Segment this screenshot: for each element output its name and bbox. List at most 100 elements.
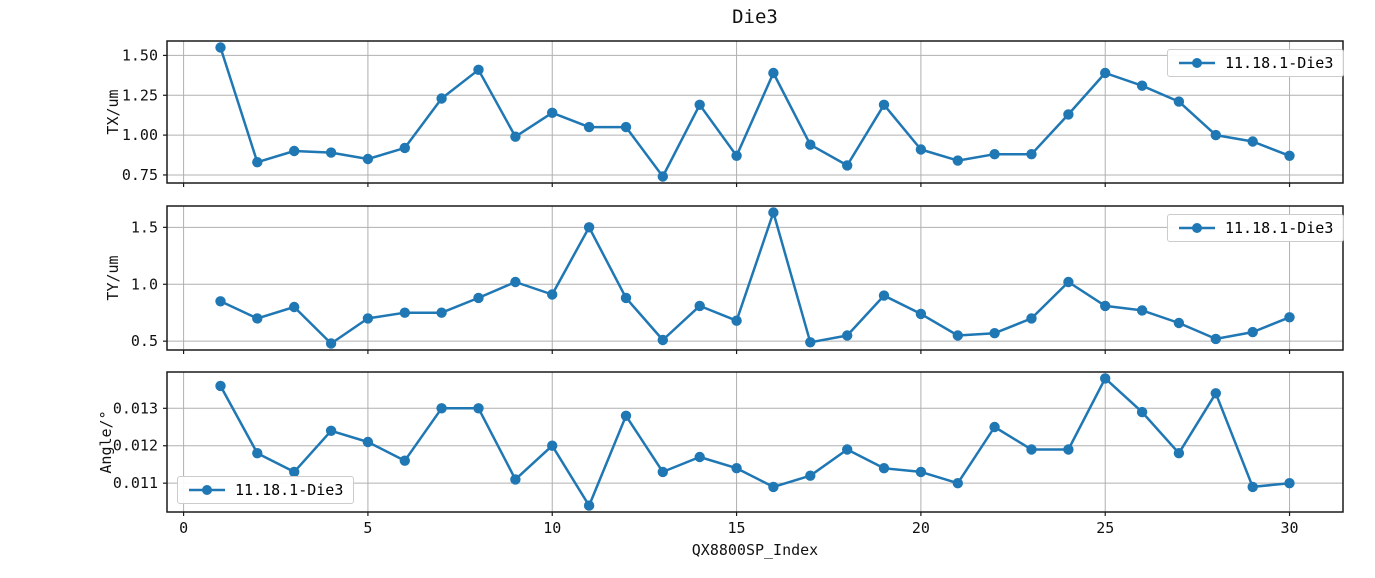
y-tick-label: 0.013	[113, 399, 158, 417]
legend-label: 11.18.1-Die3	[235, 481, 344, 499]
x-tick-label: 25	[1096, 519, 1114, 537]
data-point	[1100, 300, 1111, 312]
data-point	[510, 276, 521, 288]
data-point	[215, 296, 226, 307]
legend-line-marker-icon	[189, 485, 225, 495]
data-point	[805, 470, 816, 481]
legend-ty: 11.18.1-Die3	[1167, 214, 1345, 242]
data-point	[657, 466, 668, 478]
data-point	[215, 42, 226, 53]
data-point	[731, 315, 742, 326]
data-point	[436, 93, 447, 104]
y-tick-label: 0.011	[113, 474, 158, 492]
data-point	[547, 440, 558, 451]
data-point	[1247, 326, 1258, 338]
data-point	[510, 474, 521, 485]
data-point	[1284, 150, 1295, 161]
x-tick-label: 0	[179, 519, 188, 537]
data-point	[731, 150, 742, 161]
data-point	[620, 410, 632, 421]
data-point	[694, 99, 705, 111]
data-point	[583, 121, 595, 133]
data-point	[215, 380, 226, 392]
data-point	[1284, 478, 1295, 489]
data-point	[952, 478, 963, 489]
data-point	[1063, 276, 1074, 288]
data-point	[1247, 136, 1258, 147]
data-point	[325, 338, 337, 349]
x-tick-label: 10	[543, 519, 561, 537]
data-point	[252, 313, 263, 324]
data-line	[219, 211, 1290, 345]
axes-border	[166, 40, 1344, 184]
data-line	[219, 377, 1290, 507]
x-tick-label: 15	[728, 519, 746, 537]
data-point	[1026, 444, 1037, 455]
data-point	[1173, 317, 1185, 329]
data-point	[362, 313, 374, 324]
axes-border	[166, 371, 1344, 513]
y-tick-label: 0.012	[113, 437, 158, 455]
data-point	[1247, 481, 1258, 493]
subplot-ty: 0.5 1.0 1.5	[131, 205, 1344, 354]
data-point	[731, 463, 742, 474]
data-point	[989, 149, 1000, 160]
data-point	[1284, 312, 1295, 323]
data-point	[1210, 333, 1222, 345]
data-point	[547, 107, 558, 119]
legend-line-marker-icon	[1179, 58, 1215, 68]
data-point	[399, 307, 410, 318]
data-point	[436, 403, 447, 414]
y-tick-label: 1.50	[122, 46, 158, 64]
data-point	[510, 131, 521, 142]
x-axis-label: QX8800SP_Index	[691, 541, 819, 559]
data-point	[289, 145, 300, 157]
y-tick-label: 0.5	[131, 332, 158, 350]
legend-label: 11.18.1-Die3	[1225, 219, 1334, 237]
data-point	[1210, 388, 1222, 399]
data-point	[620, 292, 632, 304]
data-point	[1100, 373, 1111, 384]
data-point	[1063, 109, 1074, 120]
legend-angle: 11.18.1-Die3	[177, 476, 355, 504]
data-point	[1026, 149, 1037, 160]
y-axis-label-ty: TY/um	[104, 255, 122, 301]
data-point	[620, 121, 632, 133]
x-tick-label: 30	[1281, 519, 1299, 537]
data-point	[952, 330, 963, 341]
data-point	[915, 144, 927, 155]
data-point	[805, 139, 816, 150]
y-axis-label-angle: Angle/°	[97, 410, 115, 474]
data-point	[325, 425, 337, 436]
data-point	[805, 337, 816, 348]
data-point	[252, 157, 263, 168]
data-point	[473, 292, 484, 304]
chart-title: Die3	[732, 6, 778, 28]
data-point	[842, 330, 853, 341]
data-point	[399, 142, 410, 154]
data-point	[694, 451, 705, 463]
data-point	[1173, 96, 1185, 107]
data-point	[878, 463, 890, 474]
data-point	[878, 99, 890, 111]
data-point	[583, 222, 595, 233]
data-point	[473, 403, 484, 414]
data-point	[289, 466, 300, 478]
data-point	[1136, 305, 1148, 316]
data-point	[657, 334, 668, 346]
data-point	[768, 67, 779, 79]
data-point	[842, 160, 853, 171]
data-point	[399, 455, 410, 466]
data-point	[1136, 80, 1148, 91]
data-point	[878, 290, 890, 301]
data-point	[325, 147, 337, 158]
subplot-angle: 0.011 0.012 0.013 0 5 10 15 20 25 30	[113, 371, 1344, 537]
data-point	[768, 207, 779, 218]
data-line	[219, 47, 1290, 178]
data-point	[436, 307, 447, 318]
legend-label: 11.18.1-Die3	[1225, 54, 1334, 72]
x-tick-label: 20	[912, 519, 930, 537]
data-point	[989, 328, 1000, 339]
data-point	[362, 153, 374, 165]
